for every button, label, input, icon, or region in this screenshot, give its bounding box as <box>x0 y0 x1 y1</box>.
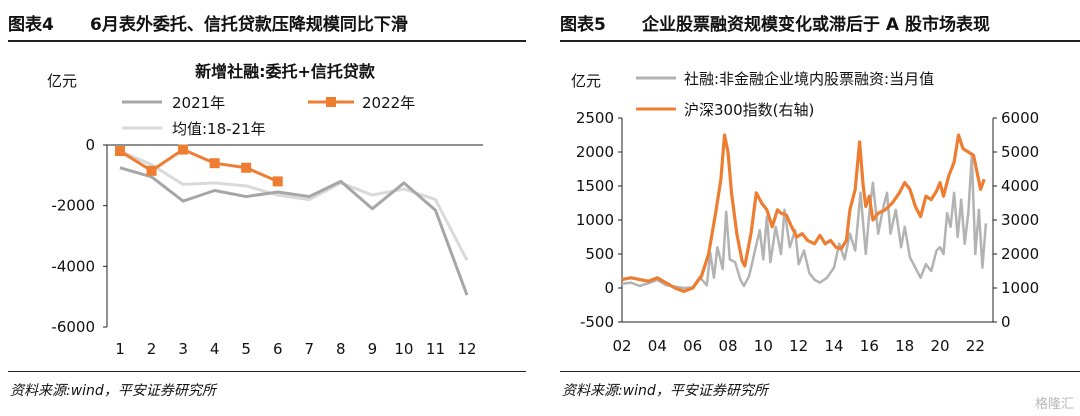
x-tick-label: 9 <box>368 340 378 358</box>
left-footer-rule <box>8 371 526 372</box>
x-tick-label: 04 <box>648 337 667 355</box>
y-tick-label: 1500 <box>576 177 614 195</box>
left-figure-title: 6月表外委托、信托贷款压降规模同比下滑 <box>90 15 408 35</box>
x-tick-label: 2 <box>147 340 157 358</box>
y-tick-label: 2500 <box>576 109 614 127</box>
y2-tick-label: 1000 <box>1001 279 1039 297</box>
data-point <box>115 146 125 157</box>
legend-label: 沪深300指数(右轴) <box>684 101 814 119</box>
x-tick-label: 3 <box>178 340 188 358</box>
x-tick-label: 5 <box>241 340 251 358</box>
data-point <box>178 144 189 155</box>
legend-label: 2021年 <box>172 94 225 112</box>
right-chart: 25002000150010005000-5006000500040003000… <box>571 70 1039 355</box>
x-tick-label: 7 <box>304 340 314 358</box>
left-figure-label: 图表4 <box>8 15 54 35</box>
x-tick-label: 18 <box>895 337 914 355</box>
series-line-3 <box>119 149 469 261</box>
right-source: 资料来源:wind，平安证券研究所 <box>562 383 768 399</box>
y-tick-label: -6000 <box>51 318 95 336</box>
data-point <box>241 162 252 173</box>
y-tick-label: 0 <box>85 136 95 154</box>
right-header: 图表5 企业股票融资规模变化或滞后于 A 股市场表现 <box>560 10 1080 40</box>
y2-tick-label: 4000 <box>1001 177 1039 195</box>
left-header-rule <box>8 40 526 42</box>
x-tick-label: 02 <box>612 337 631 355</box>
right-figure-label: 图表5 <box>560 15 606 35</box>
x-tick-label: 16 <box>860 337 879 355</box>
y2-tick-label: 0 <box>1001 313 1011 331</box>
x-tick-label: 14 <box>824 337 843 355</box>
series-line-2 <box>621 133 986 293</box>
x-tick-label: 12 <box>457 340 476 358</box>
y2-tick-label: 5000 <box>1001 143 1039 161</box>
y-tick-label: -4000 <box>51 257 95 275</box>
x-tick-label: 4 <box>210 340 220 358</box>
y2-tick-label: 6000 <box>1001 109 1039 127</box>
legend-label: 社融:非金融企业境内股票融资:当月值 <box>684 70 934 88</box>
legend-label: 均值:18-21年 <box>172 120 266 138</box>
series-line-1 <box>119 166 469 296</box>
y-tick-label: 2000 <box>576 143 614 161</box>
x-tick-label: 08 <box>718 337 737 355</box>
x-tick-label: 8 <box>336 340 346 358</box>
y2-tick-label: 2000 <box>1001 245 1039 263</box>
x-tick-label: 6 <box>273 340 283 358</box>
series-line-2 <box>119 148 279 183</box>
y-tick-label: 500 <box>585 245 614 263</box>
right-figure-title: 企业股票融资规模变化或滞后于 A 股市场表现 <box>642 15 990 35</box>
x-tick-label: 11 <box>426 340 445 358</box>
y-tick-label: 0 <box>604 279 614 297</box>
y-axis-unit: 亿元 <box>571 72 601 90</box>
x-tick-label: 10 <box>754 337 773 355</box>
data-point <box>146 165 157 176</box>
legend-marker <box>326 97 336 107</box>
y-tick-label: 1000 <box>576 211 614 229</box>
x-tick-label: 20 <box>930 337 949 355</box>
series-line-1 <box>621 154 988 290</box>
right-header-rule <box>560 40 1080 42</box>
left-source: 资料来源:wind，平安证券研究所 <box>10 383 216 399</box>
x-tick-label: 1 <box>115 340 125 358</box>
y-tick-label: -500 <box>580 313 614 331</box>
chart-title: 新增社融:委托+信托贷款 <box>195 62 376 81</box>
y-tick-label: -2000 <box>51 197 95 215</box>
left-header: 图表4 6月表外委托、信托贷款压降规模同比下滑 <box>8 10 526 40</box>
x-tick-label: 22 <box>966 337 985 355</box>
data-point <box>272 176 283 187</box>
x-tick-label: 10 <box>394 340 413 358</box>
legend-label: 2022年 <box>362 94 415 112</box>
y-axis-unit: 亿元 <box>47 72 77 90</box>
left-panel: 图表4 6月表外委托、信托贷款压降规模同比下滑 0 -2000 -4000 -6000 亿… <box>0 0 526 416</box>
data-point <box>209 158 220 169</box>
x-tick-label: 12 <box>789 337 808 355</box>
y2-tick-label: 3000 <box>1001 211 1039 229</box>
right-footer-rule <box>560 371 1080 372</box>
x-tick-label: 06 <box>683 337 702 355</box>
watermark-logo: 格隆汇 <box>1034 397 1074 412</box>
right-panel: 图表5 企业股票融资规模变化或滞后于 A 股市场表现 2500 2000 1500 10… <box>552 0 1080 416</box>
